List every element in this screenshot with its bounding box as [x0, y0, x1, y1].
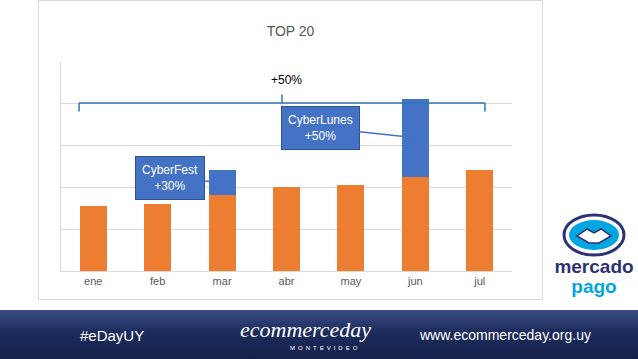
- svg-text:mar: mar: [213, 275, 232, 287]
- svg-text:may: may: [341, 275, 362, 287]
- svg-text:ene: ene: [84, 275, 102, 287]
- svg-text:jun: jun: [407, 275, 423, 287]
- html-text:www.ecommerceday.org.uy: www.ecommerceday.org.uy: [420, 327, 591, 343]
- svg-text:TOP 20: TOP 20: [267, 23, 315, 39]
- svg-text:CyberFest+30%: CyberFest+30%: [142, 163, 198, 193]
- svg-text:abr: abr: [279, 275, 295, 287]
- html-text:mercado: mercado: [554, 256, 634, 277]
- html-text:ecommerceday: ecommerceday: [240, 317, 372, 342]
- svg-text:feb: feb: [150, 275, 165, 287]
- svg-text:CyberLunes+50%: CyberLunes+50%: [288, 113, 353, 143]
- html-text:pago: pago: [571, 276, 617, 297]
- html-text:MONTEVIDEO: MONTEVIDEO: [290, 345, 361, 351]
- html-text:#eDayUY: #eDayUY: [80, 327, 145, 344]
- svg-text:+50%: +50%: [271, 73, 302, 87]
- svg-text:jul: jul: [473, 275, 485, 287]
